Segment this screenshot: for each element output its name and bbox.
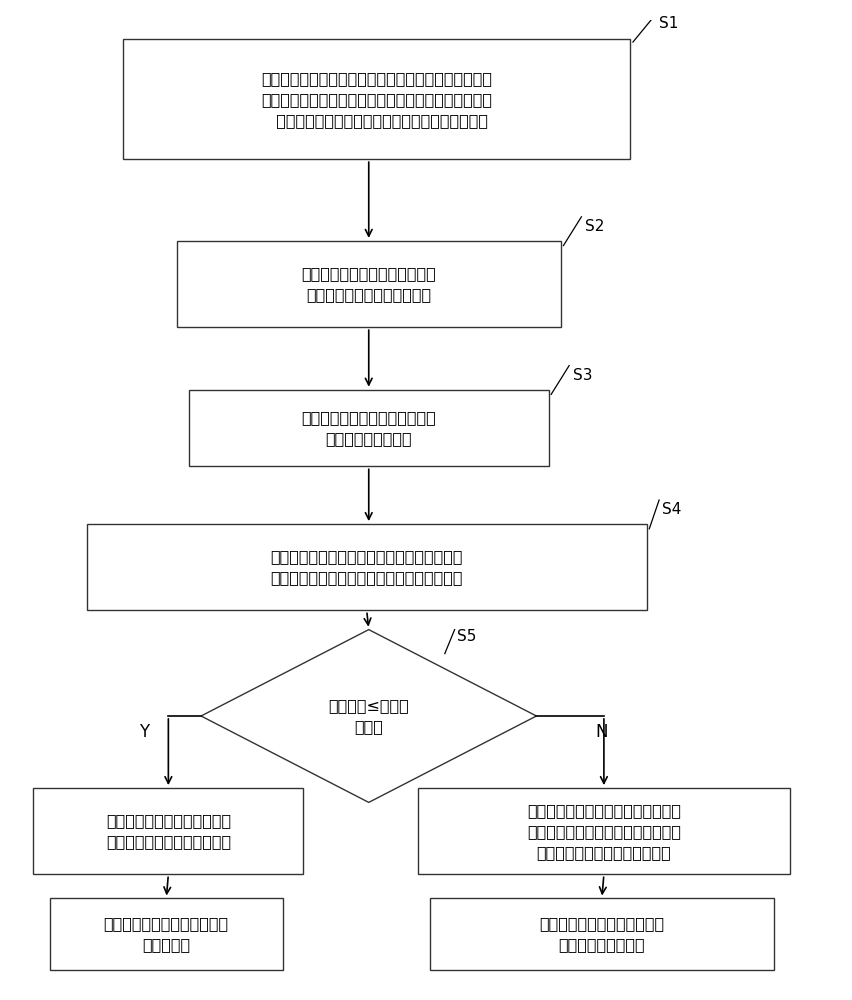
Bar — [124, 39, 630, 159]
Text: S2: S2 — [585, 219, 605, 234]
Text: 测试目标净水机的所有出水口的流量数据，并根据流量
数据设置多个阶梯流量组；同时设置一时间阈值和大于
  时间阈值的多个与阶梯流量组一一对应的时间范围: 测试目标净水机的所有出水口的流量数据，并根据流量 数据设置多个阶梯流量组；同时设… — [262, 71, 492, 128]
Bar — [176, 241, 561, 327]
Text: 根据恢复时间所在的一时间范围确定
当前出水口所对应的阶梯流量，进而
确定当前出水口的第二出水时间: 根据恢复时间所在的一时间范围确定 当前出水口所对应的阶梯流量，进而 确定当前出水… — [527, 803, 681, 860]
Bar — [87, 524, 647, 610]
Text: 根据当前出水口的额定流量确
定当前出水口的第一出水时间: 根据当前出水口的额定流量确 定当前出水口的第一出水时间 — [106, 813, 231, 849]
Bar — [33, 788, 303, 874]
Text: S1: S1 — [659, 16, 678, 31]
Bar — [189, 390, 549, 466]
Text: Y: Y — [139, 723, 149, 741]
Text: 根据第一出水时间控制电磁阀
开启的时间: 根据第一出水时间控制电磁阀 开启的时间 — [104, 916, 229, 952]
Text: 接收一出水请求，所述出水请求
包括所需出水量数据: 接收一出水请求，所述出水请求 包括所需出水量数据 — [302, 410, 436, 446]
Bar — [430, 898, 774, 970]
Text: S5: S5 — [457, 629, 476, 644]
Text: 将所需出水量数据乘以单位水量的预设金额后
获得一收费金额；按照所述收费金额进行收费: 将所需出水量数据乘以单位水量的预设金额后 获得一收费金额；按照所述收费金额进行收… — [270, 549, 463, 585]
Text: S3: S3 — [573, 368, 593, 383]
Text: N: N — [596, 723, 608, 741]
Bar — [417, 788, 790, 874]
Bar — [49, 898, 283, 970]
Text: 控制终端根据第二出水时间控
制电磁阀开启的时间: 控制终端根据第二出水时间控 制电磁阀开启的时间 — [539, 916, 665, 952]
Polygon shape — [201, 630, 537, 802]
Text: 恢复时间≤预设时
间阈值: 恢复时间≤预设时 间阈值 — [328, 698, 409, 734]
Text: S4: S4 — [661, 502, 681, 517]
Text: 实时采集储水的液面自高液位下
降后恢复至高液位的恢复时间: 实时采集储水的液面自高液位下 降后恢复至高液位的恢复时间 — [302, 266, 436, 302]
